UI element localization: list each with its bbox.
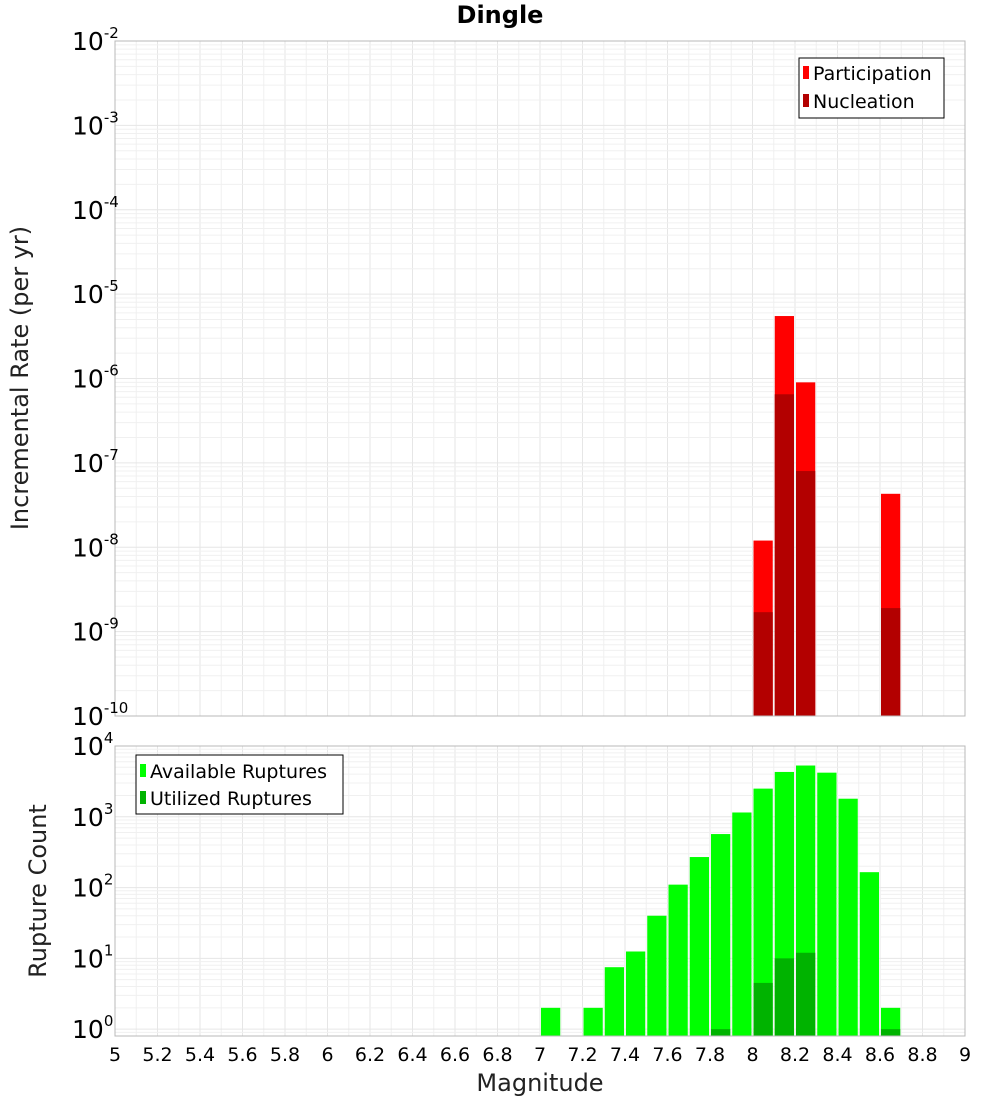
bar-available-ruptures (541, 1007, 561, 1036)
y-tick-label: 10-6 (72, 362, 119, 394)
x-tick-label: 6.6 (440, 1044, 470, 1066)
bar-available-ruptures (838, 798, 858, 1036)
bar-available-ruptures (859, 872, 879, 1036)
x-tick-label: 8 (746, 1044, 758, 1066)
legend-label-nucleation: Nucleation (813, 91, 915, 113)
bar-available-ruptures (753, 788, 773, 1036)
x-tick-label: 5.4 (185, 1044, 215, 1066)
y-tick-label: 10-9 (72, 615, 119, 647)
y-tick-label: 10-2 (72, 24, 119, 56)
bar-utilized-ruptures (796, 952, 816, 1036)
bar-available-ruptures (668, 884, 688, 1036)
top-panel: 10-10 10-9 10-8 10-7 10-6 10-5 10-4 10-3 10-2 In… (6, 24, 966, 731)
x-tick-label: 8.2 (780, 1044, 810, 1066)
bottom-legend: Available Ruptures Utilized Ruptures (135, 754, 344, 815)
top-grid (114, 40, 966, 717)
bottom-y-ticks: 100 101 102 103 104 (72, 729, 113, 1044)
x-tick-label: 8.8 (907, 1044, 937, 1066)
legend-swatch-nucleation (803, 94, 809, 107)
y-tick-label: 101 (72, 941, 113, 973)
chart-title: Dingle (457, 1, 544, 29)
x-tick-label: 5.6 (227, 1044, 257, 1066)
legend-swatch-utilized (140, 791, 146, 804)
y-tick-label: 10-10 (72, 699, 128, 731)
bar-nucleation (753, 612, 773, 716)
x-tick-label: 6.8 (482, 1044, 512, 1066)
bar-available-ruptures (711, 834, 731, 1036)
bar-available-ruptures (732, 812, 752, 1036)
bottom-x-ticks: 5 5.2 5.4 5.6 5.8 6 6.2 6.4 6.6 6.8 7 7.2 7.4 7.6 7.8 8… (109, 1044, 971, 1066)
bar-available-ruptures (583, 1007, 603, 1036)
x-tick-label: 9 (959, 1044, 971, 1066)
top-bars (753, 316, 901, 716)
x-tick-label: 7.6 (652, 1044, 682, 1066)
x-tick-label: 6 (321, 1044, 333, 1066)
bar-available-ruptures (647, 915, 667, 1036)
y-tick-label: 10-4 (72, 193, 119, 225)
bar-available-ruptures (626, 951, 646, 1036)
bar-utilized-ruptures (881, 1029, 901, 1036)
bar-nucleation (881, 608, 901, 716)
x-tick-label: 6.4 (397, 1044, 427, 1066)
bar-nucleation (796, 471, 816, 716)
x-tick-label: 7.4 (610, 1044, 640, 1066)
legend-swatch-available (140, 764, 146, 777)
y-tick-label: 100 (72, 1012, 113, 1044)
bar-nucleation (774, 394, 794, 716)
top-y-axis-label: Incremental Rate (per yr) (6, 226, 34, 530)
x-tick-label: 7.8 (695, 1044, 725, 1066)
x-tick-label: 7.2 (567, 1044, 597, 1066)
y-tick-label: 10-5 (72, 277, 119, 309)
y-tick-label: 10-8 (72, 530, 119, 562)
x-tick-label: 7 (534, 1044, 546, 1066)
x-tick-label: 8.6 (865, 1044, 895, 1066)
bar-utilized-ruptures (711, 1029, 731, 1036)
bar-available-ruptures (881, 1007, 901, 1036)
top-legend: Participation Nucleation (798, 57, 945, 119)
bar-utilized-ruptures (774, 958, 794, 1036)
x-tick-label: 5 (109, 1044, 121, 1066)
legend-swatch-participation (803, 66, 809, 79)
legend-label-utilized: Utilized Ruptures (150, 788, 312, 810)
legend-label-available: Available Ruptures (150, 761, 327, 783)
bar-utilized-ruptures (753, 982, 773, 1036)
top-y-ticks: 10-10 10-9 10-8 10-7 10-6 10-5 10-4 10-3 10-2 (72, 24, 128, 731)
bottom-panel: 100 101 102 103 104 5 5.2 5.4 5.6 5.8 6 6.2 6.4 6.6 6… (24, 729, 971, 1097)
y-tick-label: 104 (72, 729, 113, 761)
y-tick-label: 103 (72, 800, 113, 832)
bar-available-ruptures (817, 772, 837, 1036)
bottom-bars (541, 765, 901, 1036)
x-tick-label: 6.2 (355, 1044, 385, 1066)
bottom-y-axis-label: Rupture Count (24, 804, 52, 978)
top-plot-frame (114, 40, 966, 717)
legend-label-participation: Participation (813, 63, 932, 85)
y-tick-label: 10-7 (72, 446, 119, 478)
x-tick-label: 8.4 (822, 1044, 852, 1066)
y-tick-label: 10-3 (72, 108, 119, 140)
bottom-plot-frame (114, 745, 966, 1037)
bar-available-ruptures (689, 857, 709, 1036)
x-axis-label: Magnitude (476, 1069, 603, 1097)
bar-available-ruptures (604, 967, 624, 1036)
x-tick-label: 5.2 (142, 1044, 172, 1066)
y-tick-label: 102 (72, 871, 113, 903)
x-tick-label: 5.8 (270, 1044, 300, 1066)
